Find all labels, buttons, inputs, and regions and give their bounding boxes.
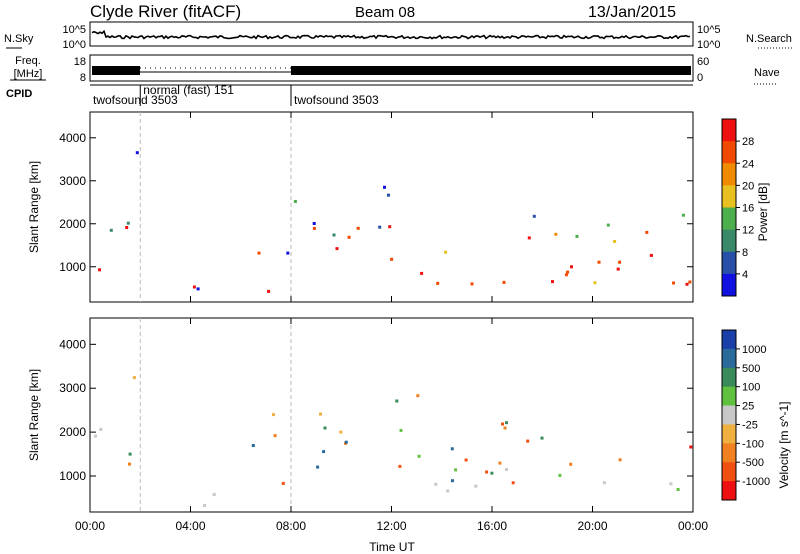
xtick-label: 08:00	[276, 519, 306, 533]
power-ytick-label: 4000	[59, 131, 86, 145]
power-colorbar-swatch	[722, 251, 736, 275]
velocity-colorbar-tick: -1000	[742, 476, 770, 488]
velocity-panel: 4000 3000 2000 1000 00:00 04:00 08:00 12:00 16:…	[27, 317, 708, 554]
nave-tick-top: 60	[697, 56, 709, 68]
nsky-label: N.Sky	[4, 33, 34, 45]
xaxis-label: Time UT	[369, 540, 415, 554]
xtick-label: 20:00	[577, 519, 607, 533]
velocity-colorbar-tick: 100	[742, 382, 760, 394]
cpid-segment-label: normal (fast) 151	[143, 83, 234, 97]
nsky-panel: 10^5 10^0 10^5 10^0 N.Sky N.Search	[4, 21, 792, 51]
velocity-ytick-label: 1000	[59, 469, 86, 483]
cpid-label: CPID	[6, 88, 32, 100]
velocity-ytick-label: 3000	[59, 381, 86, 395]
beam-title: Beam 08	[355, 4, 415, 21]
velocity-colorbar-swatch	[722, 462, 736, 482]
freq-label: Freq.	[15, 55, 41, 67]
power-colorbar-swatch	[722, 119, 736, 142]
nsky-trace	[91, 29, 691, 40]
power-ytick-label: 1000	[59, 260, 86, 274]
velocity-colorbar-swatch	[722, 367, 736, 388]
velocity-colorbar-tick: -500	[742, 457, 764, 469]
velocity-colorbar-swatch	[722, 386, 736, 407]
xtick-label: 00:00	[75, 519, 105, 533]
power-colorbar-tick: 24	[742, 158, 754, 170]
velocity-ylabel: Slant Range [km]	[27, 369, 41, 461]
power-echo-field	[98, 151, 692, 293]
nave-tick-bottom: 0	[697, 72, 703, 84]
power-colorbar-swatch	[722, 207, 736, 231]
power-ytick-label: 3000	[59, 174, 86, 188]
power-panel: 4000 3000 2000 1000 Slant Range [km]	[27, 111, 694, 303]
cpid-segment-label: twofsound 3503	[93, 93, 178, 107]
nsearch-tick-top: 10^5	[697, 24, 721, 36]
power-ytick-label: 2000	[59, 217, 86, 231]
velocity-colorbar-swatch	[722, 405, 736, 425]
velocity-colorbar-swatch	[722, 481, 736, 501]
xtick-label: 16:00	[477, 519, 507, 533]
velocity-colorbar-tick: 500	[742, 363, 760, 375]
velocity-colorbar-tick: 1000	[742, 344, 766, 356]
velocity-echo-field	[94, 376, 693, 507]
velocity-ytick-label: 2000	[59, 425, 86, 439]
power-colorbar: 28 24 20 16 12 8 4 Power [dB]	[721, 118, 770, 297]
velocity-colorbar-tick: -25	[742, 419, 758, 431]
velocity-colorbar-tick: 25	[742, 401, 754, 413]
power-colorbar-swatch	[722, 229, 736, 253]
power-colorbar-tick: 28	[742, 136, 754, 148]
nsky-tick-bottom: 10^0	[62, 39, 86, 51]
power-colorbar-swatch	[722, 273, 736, 297]
power-colorbar-tick: 12	[742, 225, 754, 237]
nsearch-label: N.Search	[746, 33, 792, 45]
freq-panel: 18 8 60 0 Freq. [MHz] Nave	[10, 54, 780, 85]
xtick-label: 12:00	[376, 519, 406, 533]
freq-band-late	[291, 66, 691, 75]
power-colorbar-swatch	[722, 141, 736, 164]
velocity-colorbar-swatch	[722, 330, 736, 350]
power-colorbar-swatch	[722, 163, 736, 186]
freq-tick-top: 18	[74, 56, 86, 68]
velocity-colorbar-swatch	[722, 443, 736, 463]
velocity-colorbar: 1000 500 100 25 -25 -100 -500 -1000 Velocity [m…	[721, 329, 791, 501]
nsky-tick-top: 10^5	[62, 24, 86, 36]
power-colorbar-tick: 20	[742, 180, 754, 192]
power-colorbar-tick: 4	[742, 269, 748, 281]
xtick-label: 04:00	[175, 519, 205, 533]
freq-tick-bottom: 8	[80, 72, 86, 84]
velocity-colorbar-swatch	[722, 348, 736, 369]
power-colorbar-tick: 8	[742, 247, 748, 259]
velocity-colorbar-tick: -100	[742, 438, 764, 450]
freq-unit-label: [MHz]	[14, 68, 43, 80]
power-colorbar-label: Power [dB]	[756, 183, 770, 242]
velocity-colorbar-label: Velocity [m s^-1]	[777, 402, 791, 489]
xtick-label: 00:00	[678, 519, 708, 533]
nsearch-tick-bottom: 10^0	[697, 39, 721, 51]
power-colorbar-tick: 16	[742, 203, 754, 215]
velocity-ytick-label: 4000	[59, 337, 86, 351]
date-title: 13/Jan/2015	[588, 4, 676, 21]
nave-label: Nave	[754, 67, 780, 79]
power-ylabel: Slant Range [km]	[27, 161, 41, 253]
velocity-colorbar-swatch	[722, 424, 736, 444]
freq-band-early	[92, 66, 140, 75]
cpid-segment-label: twofsound 3503	[294, 93, 379, 107]
station-title: Clyde River (fitACF)	[90, 2, 241, 21]
power-colorbar-swatch	[722, 185, 736, 208]
